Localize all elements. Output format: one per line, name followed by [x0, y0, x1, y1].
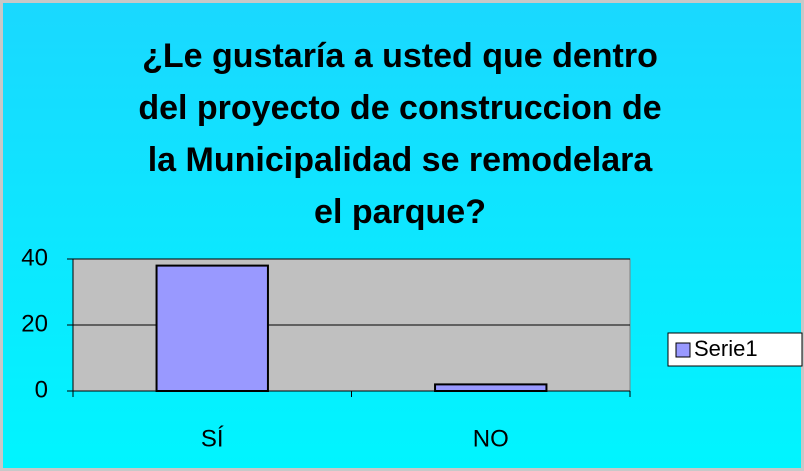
- legend-swatch: [675, 342, 691, 358]
- x-tick-label: SÍ: [201, 425, 224, 452]
- bar: [434, 383, 548, 392]
- legend-label: Serie1: [694, 336, 758, 361]
- x-tick-label: NO: [473, 425, 509, 452]
- bar: [155, 264, 269, 393]
- chart-title: ¿Le gustaría a usted que dentro del proy…: [138, 37, 662, 231]
- y-tick-label: 20: [21, 310, 48, 337]
- y-tick-label: 40: [21, 244, 48, 271]
- y-tick-label: 0: [35, 376, 48, 403]
